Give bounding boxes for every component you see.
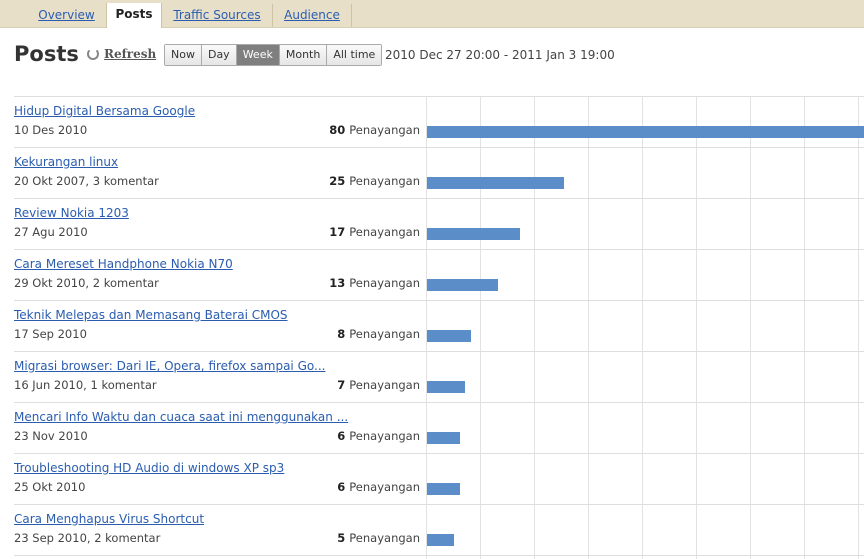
views-bar <box>427 534 454 546</box>
range-week-button[interactable]: Week <box>236 45 280 65</box>
gridline <box>642 96 643 559</box>
views-bar <box>427 279 498 291</box>
post-title-link[interactable]: Migrasi browser: Dari IE, Opera, firefox… <box>14 359 326 373</box>
views-value: 13 <box>329 276 346 290</box>
row-divider <box>14 198 864 199</box>
views-value: 5 <box>337 531 346 545</box>
post-meta: 20 Okt 2007, 3 komentar <box>14 174 159 188</box>
post-title-link[interactable]: Hidup Digital Bersama Google <box>14 104 196 118</box>
table-row: Kekurangan linux 20 Okt 2007, 3 komentar 2… <box>14 147 864 198</box>
row-divider <box>14 147 864 148</box>
views-value: 6 <box>337 429 346 443</box>
post-title-link[interactable]: Review Nokia 1203 <box>14 206 129 220</box>
post-meta: 29 Okt 2010, 2 komentar <box>14 276 159 290</box>
views-count: 6 Penayangan <box>337 480 420 494</box>
refresh-icon <box>87 48 99 60</box>
views-unit: Penayangan <box>349 429 420 443</box>
gridline <box>534 96 535 559</box>
tab-overview[interactable]: Overview <box>26 4 108 27</box>
refresh-label: Refresh <box>104 47 157 61</box>
range-all-time-button[interactable]: All time <box>327 45 382 65</box>
page-title: Posts <box>14 42 79 66</box>
table-row: Review Nokia 1203 27 Agu 2010 17 Penayangan <box>14 198 864 249</box>
views-count: 17 Penayangan <box>329 225 420 239</box>
row-divider <box>14 555 864 556</box>
post-meta: 27 Agu 2010 <box>14 225 88 239</box>
views-value: 80 <box>329 123 346 137</box>
post-title-link[interactable]: Troubleshooting HD Audio di windows XP s… <box>14 461 285 475</box>
views-unit: Penayangan <box>349 174 420 188</box>
views-count: 25 Penayangan <box>329 174 420 188</box>
table-row: Cara Mereset Handphone Nokia N70 29 Okt 2… <box>14 249 864 300</box>
post-meta: 16 Jun 2010, 1 komentar <box>14 378 157 392</box>
tab-posts[interactable]: Posts <box>106 3 162 28</box>
table-row: Teknik Melepas dan Memasang Baterai CMOS… <box>14 300 864 351</box>
table-row: Hidup Digital Bersama Google 10 Des 2010 8… <box>14 96 864 147</box>
views-value: 17 <box>329 225 346 239</box>
views-count: 5 Penayangan <box>337 531 420 545</box>
gridline <box>588 96 589 559</box>
chart-grid <box>426 96 864 559</box>
views-unit: Penayangan <box>349 327 420 341</box>
date-range: 2010 Dec 27 20:00 - 2011 Jan 3 19:00 <box>385 48 615 62</box>
views-unit: Penayangan <box>349 123 420 137</box>
gridline <box>480 96 481 559</box>
time-range-selector: Now Day Week Month All time <box>164 44 383 66</box>
tab-audience[interactable]: Audience <box>273 4 352 27</box>
post-meta: 17 Sep 2010 <box>14 327 87 341</box>
views-bar <box>427 381 465 393</box>
tab-traffic-sources[interactable]: Traffic Sources <box>162 4 273 27</box>
views-unit: Penayangan <box>349 531 420 545</box>
refresh-button[interactable]: Refresh <box>87 47 156 61</box>
row-divider <box>14 96 864 97</box>
views-count: 13 Penayangan <box>329 276 420 290</box>
post-meta: 10 Des 2010 <box>14 123 88 137</box>
row-divider <box>14 300 864 301</box>
views-value: 25 <box>329 174 346 188</box>
views-bar <box>427 483 460 495</box>
views-count: 6 Penayangan <box>337 429 420 443</box>
row-divider <box>14 453 864 454</box>
views-unit: Penayangan <box>349 378 420 392</box>
post-title-link[interactable]: Cara Mereset Handphone Nokia N70 <box>14 257 233 271</box>
table-row: Cara Menghapus Virus Shortcut 23 Sep 2010… <box>14 504 864 555</box>
range-month-button[interactable]: Month <box>279 45 328 65</box>
views-bar <box>427 330 471 342</box>
post-title-link[interactable]: Kekurangan linux <box>14 155 119 169</box>
range-day-button[interactable]: Day <box>201 45 237 65</box>
views-bar <box>427 228 520 240</box>
views-bar <box>427 126 864 138</box>
post-title-link[interactable]: Mencari Info Waktu dan cuaca saat ini me… <box>14 410 349 424</box>
views-value: 7 <box>337 378 346 392</box>
table-row: Troubleshooting HD Audio di windows XP s… <box>14 453 864 504</box>
views-value: 8 <box>337 327 346 341</box>
views-bar <box>427 177 564 189</box>
row-divider <box>14 504 864 505</box>
views-count: 8 Penayangan <box>337 327 420 341</box>
views-unit: Penayangan <box>349 480 420 494</box>
views-count: 80 Penayangan <box>329 123 420 137</box>
gridline <box>750 96 751 559</box>
post-title-link[interactable]: Teknik Melepas dan Memasang Baterai CMOS <box>14 308 288 322</box>
gridline <box>804 96 805 559</box>
views-unit: Penayangan <box>349 225 420 239</box>
range-now-button[interactable]: Now <box>165 45 202 65</box>
post-meta: 23 Nov 2010 <box>14 429 88 443</box>
row-divider <box>14 249 864 250</box>
post-title-link[interactable]: Cara Menghapus Virus Shortcut <box>14 512 205 526</box>
gridline <box>426 96 427 559</box>
row-divider <box>14 402 864 403</box>
post-meta: 23 Sep 2010, 2 komentar <box>14 531 161 545</box>
views-bar <box>427 432 460 444</box>
views-unit: Penayangan <box>349 276 420 290</box>
views-count: 7 Penayangan <box>337 378 420 392</box>
post-meta: 25 Okt 2010 <box>14 480 86 494</box>
gridline <box>858 96 859 559</box>
table-row: Migrasi browser: Dari IE, Opera, firefox… <box>14 351 864 402</box>
table-row: Mencari Info Waktu dan cuaca saat ini me… <box>14 402 864 453</box>
row-divider <box>14 351 864 352</box>
gridline <box>696 96 697 559</box>
tab-bar: Overview Posts Traffic Sources Audience <box>0 0 864 28</box>
views-value: 6 <box>337 480 346 494</box>
